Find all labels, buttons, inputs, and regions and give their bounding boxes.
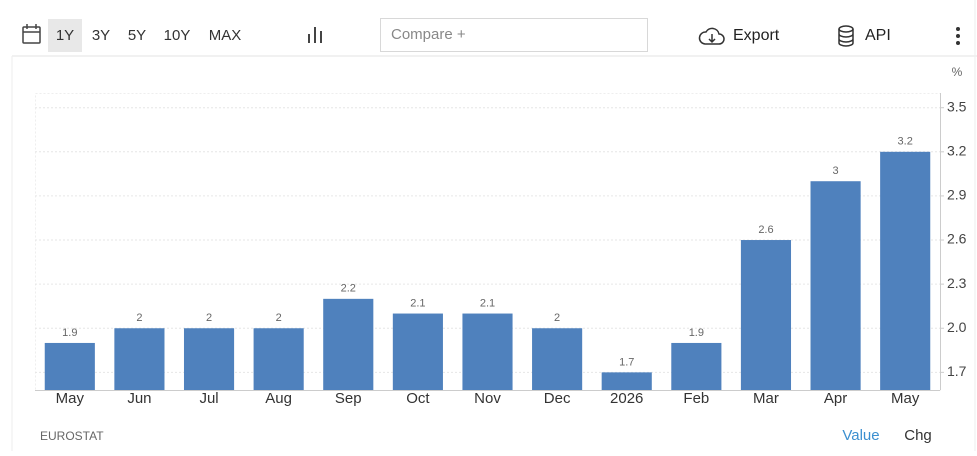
value-label: 3 [833,165,839,177]
value-label: 1.7 [619,356,634,368]
bar [323,298,374,390]
range-button[interactable]: 3Y [92,27,110,44]
bar [183,328,235,390]
value-label: 2 [136,312,142,324]
compare-placeholder: Compare + [391,26,466,43]
value-label: 1.9 [62,327,77,339]
y-tick-label: 3.5 [947,98,967,114]
x-tick-label: 2026 [610,390,643,407]
value-label: 1.9 [689,327,704,339]
x-tick-label: Jun [127,390,151,407]
y-tick-label: 2.9 [947,187,967,203]
source-label: EUROSTAT [40,429,104,443]
chg-tab[interactable]: Chg [904,427,932,444]
export-icon[interactable] [698,27,725,45]
x-tick-label: Aug [265,390,292,407]
range-selected-bg [48,19,82,52]
y-tick-label: 1.7 [947,363,967,379]
x-tick-label: May [56,390,85,407]
bar [532,328,583,390]
bar [810,181,861,390]
compare-input[interactable] [380,18,648,52]
unit-label: % [952,65,963,79]
bar [601,372,652,390]
api-icon[interactable] [838,25,854,47]
value-tab[interactable]: Value [842,427,879,444]
value-label: 2 [276,312,282,324]
bar [880,151,931,390]
value-label: 3.2 [898,136,913,148]
more-menu[interactable] [956,27,960,45]
calendar-icon[interactable] [22,24,41,44]
range-button[interactable]: 1Y [56,27,74,44]
range-button[interactable]: MAX [209,27,242,44]
x-tick-label: Dec [544,390,571,407]
x-tick-label: Oct [406,390,430,407]
bar [462,313,513,390]
x-tick-label: May [891,390,920,407]
x-tick-label: Sep [335,390,362,407]
x-tick-label: Nov [474,390,501,407]
export-button[interactable]: Export [733,27,780,44]
bar [44,342,95,390]
value-label: 2 [554,312,560,324]
range-button[interactable]: 10Y [164,27,191,44]
x-tick-label: Feb [683,390,709,407]
bar [392,313,443,390]
chart-type-icon[interactable] [308,27,322,43]
y-tick-label: 2.3 [947,275,967,291]
range-button[interactable]: 5Y [128,27,146,44]
value-label: 2.1 [480,297,495,309]
y-tick-label: 2.6 [947,231,967,247]
bar [114,328,165,390]
value-label: 2.6 [758,224,773,236]
bar [671,342,722,390]
value-label: 2.1 [410,297,425,309]
y-tick-label: 3.2 [947,143,967,159]
value-label: 2 [206,312,212,324]
y-tick-label: 2.0 [947,319,967,335]
api-button[interactable]: API [865,27,891,44]
x-tick-label: Mar [753,390,779,407]
value-label: 2.2 [341,283,356,295]
x-tick-label: Jul [199,390,218,407]
bar [740,240,792,390]
bar [253,328,304,390]
x-tick-label: Apr [824,390,847,407]
